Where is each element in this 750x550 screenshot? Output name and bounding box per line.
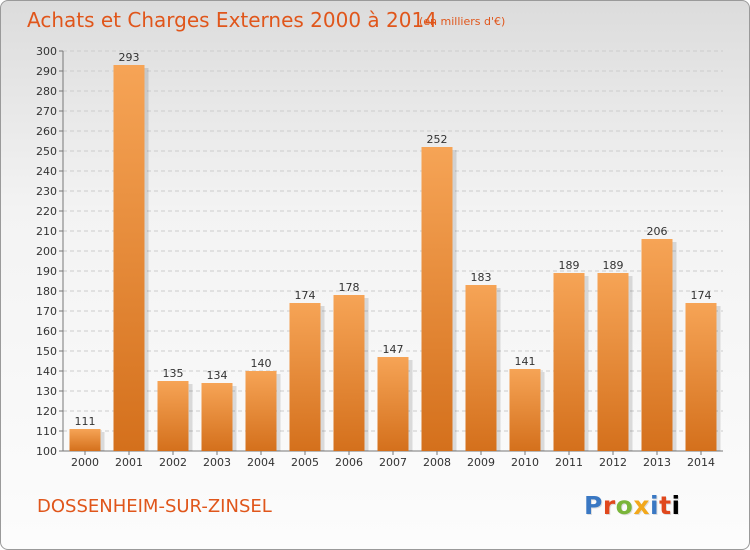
y-tick-label: 190 xyxy=(36,265,57,278)
y-tick-label: 260 xyxy=(36,125,57,138)
data-label: 183 xyxy=(471,271,492,284)
x-tick-label: 2000 xyxy=(71,456,99,469)
y-tick-label: 300 xyxy=(36,45,57,58)
chart-subtitle: (en milliers d'€) xyxy=(419,15,506,28)
data-label: 141 xyxy=(515,355,536,368)
y-tick-label: 210 xyxy=(36,225,57,238)
y-tick-label: 140 xyxy=(36,365,57,378)
x-tick-label: 2013 xyxy=(643,456,671,469)
y-tick-label: 240 xyxy=(36,165,57,178)
data-label: 134 xyxy=(207,369,228,382)
y-tick-label: 280 xyxy=(36,85,57,98)
bar-2014 xyxy=(685,303,717,451)
bar-2003 xyxy=(201,383,233,451)
x-tick-label: 2004 xyxy=(247,456,275,469)
data-label: 140 xyxy=(251,357,272,370)
data-label: 174 xyxy=(295,289,316,302)
bar-2006 xyxy=(333,295,365,451)
y-tick-label: 130 xyxy=(36,385,57,398)
y-tick-label: 180 xyxy=(36,285,57,298)
x-tick-label: 2012 xyxy=(599,456,627,469)
proxiti-logo: Proxiti xyxy=(584,491,681,520)
data-label: 206 xyxy=(647,225,668,238)
x-tick-label: 2005 xyxy=(291,456,319,469)
data-label: 293 xyxy=(119,51,140,64)
data-label: 147 xyxy=(383,343,404,356)
bar-2010 xyxy=(509,369,541,451)
x-tick-label: 2010 xyxy=(511,456,539,469)
y-tick-label: 170 xyxy=(36,305,57,318)
data-label: 174 xyxy=(691,289,712,302)
data-label: 135 xyxy=(163,367,184,380)
chart-title: Achats et Charges Externes 2000 à 2014 xyxy=(27,8,437,32)
x-tick-label: 2008 xyxy=(423,456,451,469)
y-tick-label: 220 xyxy=(36,205,57,218)
bar-2008 xyxy=(421,147,453,451)
data-label: 252 xyxy=(427,133,448,146)
bar-2013 xyxy=(641,239,673,451)
x-tick-label: 2009 xyxy=(467,456,495,469)
y-tick-label: 200 xyxy=(36,245,57,258)
bar-2005 xyxy=(289,303,321,451)
bar-2000 xyxy=(69,429,101,451)
data-label: 189 xyxy=(559,259,580,272)
bar-2011 xyxy=(553,273,585,451)
x-tick-label: 2011 xyxy=(555,456,583,469)
x-tick-label: 2014 xyxy=(687,456,715,469)
y-tick-label: 270 xyxy=(36,105,57,118)
y-tick-label: 110 xyxy=(36,425,57,438)
y-tick-label: 290 xyxy=(36,65,57,78)
bar-2012 xyxy=(597,273,629,451)
y-tick-label: 250 xyxy=(36,145,57,158)
y-tick-label: 120 xyxy=(36,405,57,418)
y-tick-label: 150 xyxy=(36,345,57,358)
bar-2007 xyxy=(377,357,409,451)
x-tick-label: 2001 xyxy=(115,456,143,469)
data-label: 178 xyxy=(339,281,360,294)
y-tick-label: 160 xyxy=(36,325,57,338)
x-tick-label: 2006 xyxy=(335,456,363,469)
x-tick-label: 2003 xyxy=(203,456,231,469)
y-tick-label: 100 xyxy=(36,445,57,458)
commune-name: DOSSENHEIM-SUR-ZINSEL xyxy=(37,496,272,517)
y-tick-label: 230 xyxy=(36,185,57,198)
bar-2002 xyxy=(157,381,189,451)
bar-2001 xyxy=(113,65,145,451)
x-tick-label: 2007 xyxy=(379,456,407,469)
data-label: 189 xyxy=(603,259,624,272)
data-label: 111 xyxy=(75,415,96,428)
bar-2004 xyxy=(245,371,277,451)
x-tick-label: 2002 xyxy=(159,456,187,469)
bar-2009 xyxy=(465,285,497,451)
